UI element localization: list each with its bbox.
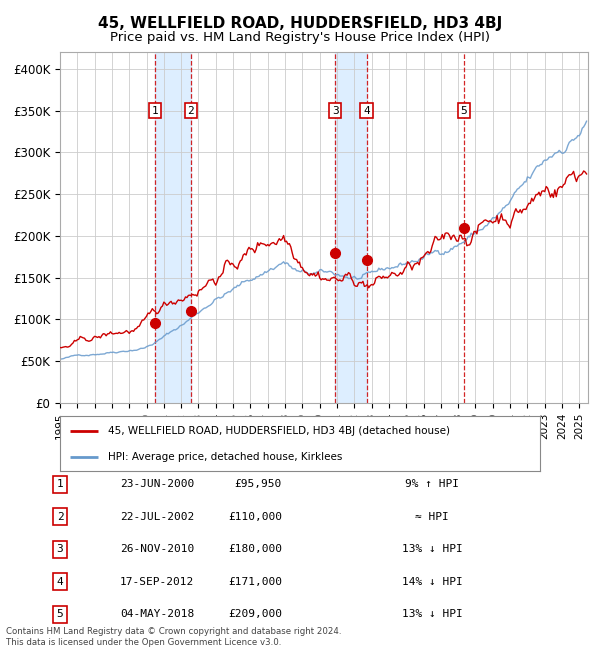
Text: 13% ↓ HPI: 13% ↓ HPI	[401, 609, 463, 619]
Text: 45, WELLFIELD ROAD, HUDDERSFIELD, HD3 4BJ (detached house): 45, WELLFIELD ROAD, HUDDERSFIELD, HD3 4B…	[108, 426, 450, 436]
Text: 2: 2	[56, 512, 64, 522]
Text: 1: 1	[151, 105, 158, 116]
Text: Contains HM Land Registry data © Crown copyright and database right 2024.
This d: Contains HM Land Registry data © Crown c…	[6, 627, 341, 647]
Text: 23-JUN-2000: 23-JUN-2000	[120, 479, 194, 489]
Text: 17-SEP-2012: 17-SEP-2012	[120, 577, 194, 587]
Text: 5: 5	[461, 105, 467, 116]
Text: 26-NOV-2010: 26-NOV-2010	[120, 544, 194, 554]
Text: 3: 3	[56, 544, 64, 554]
Text: 5: 5	[56, 609, 64, 619]
Text: £171,000: £171,000	[228, 577, 282, 587]
Text: ≈ HPI: ≈ HPI	[415, 512, 449, 522]
Text: £180,000: £180,000	[228, 544, 282, 554]
Text: £110,000: £110,000	[228, 512, 282, 522]
Bar	[335, 52, 367, 403]
Text: 3: 3	[332, 105, 338, 116]
Text: 4: 4	[363, 105, 370, 116]
Text: HPI: Average price, detached house, Kirklees: HPI: Average price, detached house, Kirk…	[108, 452, 343, 462]
Text: 22-JUL-2002: 22-JUL-2002	[120, 512, 194, 522]
Bar	[155, 52, 191, 403]
Text: 1: 1	[56, 479, 64, 489]
Text: £209,000: £209,000	[228, 609, 282, 619]
Text: 9% ↑ HPI: 9% ↑ HPI	[405, 479, 459, 489]
Text: £95,950: £95,950	[235, 479, 282, 489]
Text: Price paid vs. HM Land Registry's House Price Index (HPI): Price paid vs. HM Land Registry's House …	[110, 31, 490, 44]
Text: 45, WELLFIELD ROAD, HUDDERSFIELD, HD3 4BJ: 45, WELLFIELD ROAD, HUDDERSFIELD, HD3 4B…	[98, 16, 502, 31]
Text: 14% ↓ HPI: 14% ↓ HPI	[401, 577, 463, 587]
Text: 2: 2	[187, 105, 194, 116]
Text: 13% ↓ HPI: 13% ↓ HPI	[401, 544, 463, 554]
Text: 04-MAY-2018: 04-MAY-2018	[120, 609, 194, 619]
Text: 4: 4	[56, 577, 64, 587]
